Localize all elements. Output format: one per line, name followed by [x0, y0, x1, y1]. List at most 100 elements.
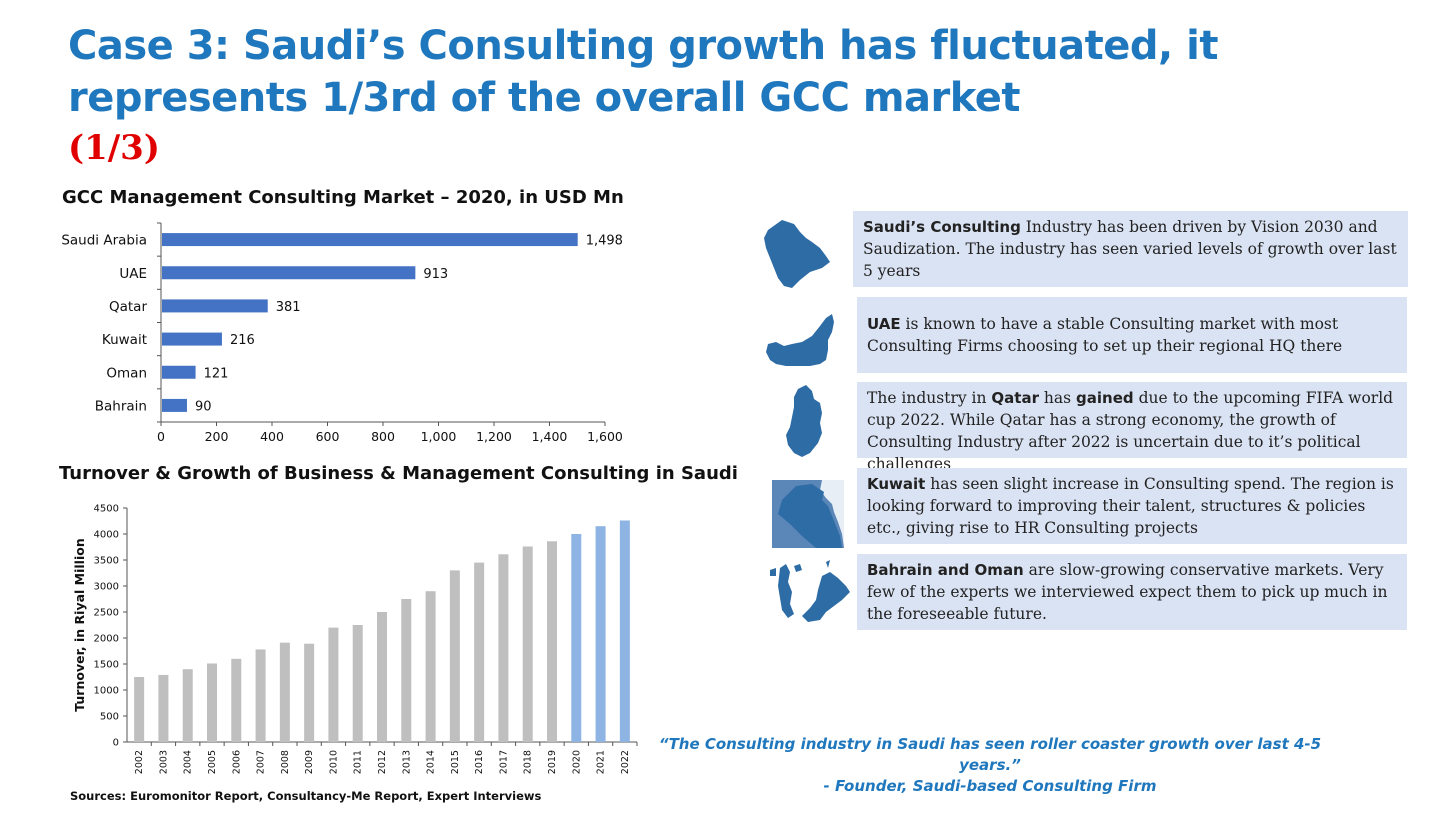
chart2-x-tick-label: 2021	[596, 750, 607, 774]
chart2-bar	[352, 625, 363, 742]
chart2-y-tick-label: 2500	[94, 608, 119, 619]
chart1-bar	[162, 299, 268, 313]
chart2-y-tick-label: 1500	[94, 660, 119, 671]
chart1-value-label: 216	[230, 333, 255, 348]
chart2-y-tick-label: 0	[113, 738, 119, 749]
kuwait-map-icon	[772, 480, 844, 548]
chart2-y-tick-label: 1000	[94, 686, 119, 697]
chart1-value-label: 121	[204, 366, 229, 381]
bahrain-oman-box-bold: Bahrain and Oman	[867, 561, 1024, 579]
chart2-bar	[425, 591, 436, 742]
chart1-bar	[162, 266, 416, 280]
chart2-x-tick-label: 2015	[450, 750, 461, 774]
title-line-2: represents 1/3rd of the overall GCC mark…	[68, 75, 1021, 121]
chart2-y-tick-label: 4000	[94, 530, 119, 541]
chart1-bar	[162, 398, 187, 412]
chart2-x-tick-label: 2011	[353, 750, 364, 774]
chart2-bar	[304, 643, 315, 742]
chart1-value-label: 913	[423, 267, 448, 282]
chart1-category-label: Saudi Arabia	[61, 233, 147, 249]
chart2-x-tick-label: 2022	[620, 750, 631, 774]
chart2-x-tick-label: 2007	[256, 750, 267, 774]
chart2-x-tick-label: 2009	[304, 750, 315, 774]
chart1-value-label: 381	[276, 300, 301, 315]
chart2-bar	[377, 612, 387, 742]
chart2-bar	[449, 570, 460, 742]
chart1-x-tick-label: 400	[260, 429, 284, 444]
chart2-x-tick-label: 2017	[498, 750, 509, 774]
bahrain-oman-box-text: are slow-growing conservative markets. V…	[867, 561, 1388, 623]
chart2-x-tick-label: 2020	[571, 750, 582, 774]
chart2-bar	[619, 520, 630, 742]
chart1-bar	[162, 332, 222, 346]
bahrain-oman-map-icon	[770, 560, 850, 622]
chart2-x-tick-label: 2006	[231, 750, 242, 774]
uae-info-box: UAE is known to have a stable Consulting…	[857, 297, 1407, 373]
chart2-bar	[255, 649, 266, 742]
chart1-bar	[162, 365, 196, 379]
uae-box-text: is known to have a stable Consulting mar…	[867, 315, 1343, 355]
slide-part-label: (1/3)	[68, 128, 160, 168]
saudi-info-box: Saudi’s Consulting Industry has been dri…	[853, 211, 1408, 287]
chart2-x-tick-label: 2019	[547, 750, 558, 774]
chart2-bar	[474, 562, 485, 742]
chart2-bar	[522, 546, 533, 742]
chart2-y-tick-label: 4500	[94, 504, 119, 515]
chart1-x-tick-label: 1,600	[587, 429, 623, 444]
saudi-arabia-map-icon	[764, 220, 830, 288]
chart2-title: Turnover & Growth of Business & Manageme…	[59, 463, 738, 484]
kuwait-info-box: Kuwait has seen slight increase in Consu…	[857, 468, 1407, 544]
quote-line-1: “The Consulting industry in Saudi has se…	[658, 735, 1322, 774]
bahrain-oman-info-box: Bahrain and Oman are slow-growing conser…	[857, 554, 1407, 630]
qatar-map-icon	[786, 385, 822, 457]
chart2-bar	[498, 554, 509, 742]
uae-box-bold: UAE	[867, 315, 901, 333]
chart1-x-tick-label: 0	[157, 429, 165, 444]
chart2-bar	[595, 526, 606, 742]
chart1-x-tick-label: 1,200	[476, 429, 512, 444]
gcc-market-bar-chart: Saudi Arabia 1,498 UAE 913 Qatar 381 Kuwait 216…	[61, 222, 623, 444]
chart2-x-tick-label: 2010	[328, 750, 339, 774]
chart2-x-tick-label: 2003	[158, 750, 169, 774]
chart2-y-axis-label: Turnover, in Riyal Million	[72, 538, 87, 712]
chart2-bar	[158, 674, 169, 742]
chart2-y-tick-label: 3500	[94, 556, 119, 567]
chart2-bar	[328, 627, 339, 742]
chart1-title: GCC Management Consulting Market – 2020,…	[62, 187, 624, 208]
chart2-bar	[182, 669, 193, 742]
chart1-value-label: 1,498	[586, 234, 623, 249]
chart1-value-label: 90	[195, 399, 212, 414]
chart2-x-tick-label: 2008	[280, 750, 291, 774]
chart1-x-tick-label: 600	[316, 429, 340, 444]
expert-quote: “The Consulting industry in Saudi has se…	[640, 734, 1340, 797]
chart2-y-tick-label: 2000	[94, 634, 119, 645]
chart1-x-tick-label: 1,000	[421, 429, 457, 444]
chart1-bar	[162, 233, 578, 247]
chart2-y-tick-label: 500	[100, 712, 119, 723]
chart1-x-tick-label: 200	[205, 429, 229, 444]
chart2-y-tick-label: 3000	[94, 582, 119, 593]
chart2-x-tick-label: 2005	[207, 750, 218, 774]
kuwait-box-text: has seen slight increase in Consulting s…	[867, 475, 1394, 537]
chart2-bar	[571, 534, 582, 742]
saudi-box-text: Industry has been driven by Vision 2030 …	[863, 218, 1397, 280]
chart2-bar	[231, 658, 242, 742]
chart1-category-label: UAE	[119, 266, 147, 282]
chart2-bar	[547, 541, 557, 742]
chart2-x-tick-label: 2013	[401, 750, 412, 774]
qatar-box-mid: has	[1039, 389, 1077, 407]
chart2-x-tick-label: 2004	[183, 750, 194, 774]
chart2-x-tick-label: 2014	[426, 750, 437, 774]
sources-note: Sources: Euromonitor Report, Consultancy…	[70, 789, 542, 803]
chart2-x-tick-label: 2016	[474, 750, 485, 774]
chart2-bar	[401, 599, 412, 742]
chart1-x-tick-label: 1,400	[532, 429, 568, 444]
chart2-bar	[207, 663, 217, 742]
chart1-category-label: Bahrain	[95, 398, 147, 414]
saudi-box-bold: Saudi’s Consulting	[863, 218, 1021, 236]
saudi-turnover-bar-chart: 0 500 1000 1500 2000 2500 3000 3500 4000 4500 2002…	[72, 504, 638, 774]
qatar-box-pre: The industry in	[867, 389, 992, 407]
chart2-x-tick-label: 2002	[134, 750, 145, 774]
kuwait-box-bold: Kuwait	[867, 475, 926, 493]
chart1-category-label: Qatar	[109, 299, 147, 315]
